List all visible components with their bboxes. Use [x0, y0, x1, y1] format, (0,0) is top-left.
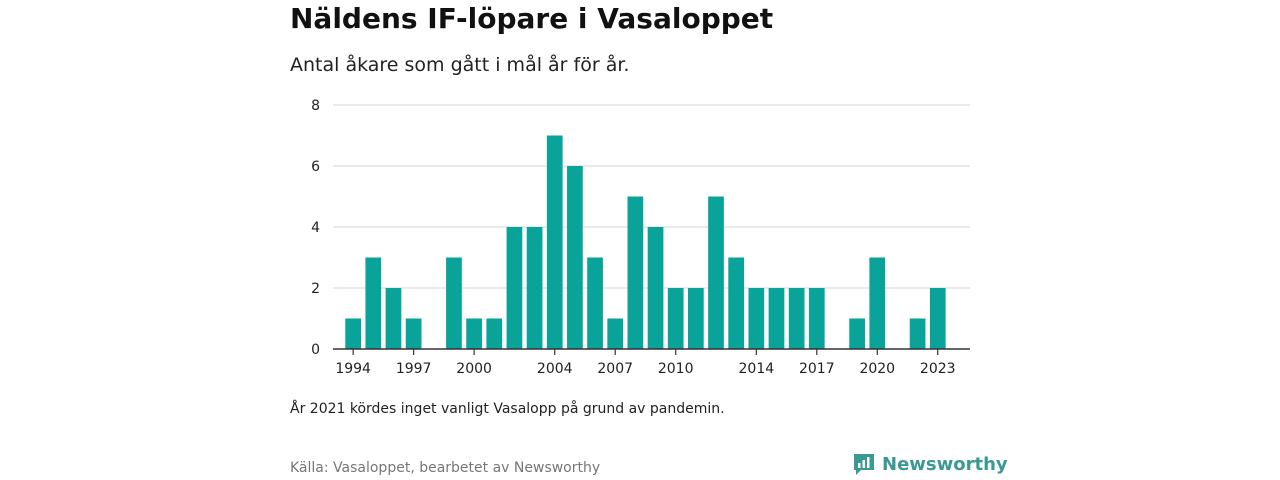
y-tick-label: 6: [311, 159, 320, 175]
x-tick-label: 1994: [335, 361, 371, 377]
bar-2005: [567, 166, 583, 349]
bar-2006: [587, 257, 603, 349]
bar-2010: [667, 288, 684, 349]
footnote: År 2021 kördes inget vanligt Vasalopp på…: [290, 401, 725, 417]
bar-2020: [869, 257, 886, 349]
axes: 0 2 4 6 8 1994 1997 2000 2004 2007 2010 2014 2017 202…: [311, 98, 970, 377]
chart-subtitle: Antal åkare som gått i mål år för år.: [290, 54, 630, 76]
x-tick-label: 2014: [739, 361, 775, 377]
bar-chart: 0 2 4 6 8 1994 1997 2000 2004 2007 2010 2014 2017 202…: [311, 98, 970, 377]
bar-2002: [506, 227, 523, 349]
bar-2016: [788, 288, 805, 349]
chart-title: Näldens IF-löpare i Vasaloppet: [290, 2, 774, 35]
y-tick-label: 4: [311, 220, 320, 236]
bar-2003: [526, 227, 543, 349]
bar-2009: [647, 227, 664, 349]
source-credit: Källa: Vasaloppet, bearbetet av Newswort…: [290, 460, 601, 476]
x-tick-label: 2010: [658, 361, 694, 377]
y-tick-label: 0: [311, 342, 320, 358]
bar-1994: [345, 318, 362, 349]
bar-2013: [728, 257, 745, 349]
newsworthy-logo-icon: [854, 454, 874, 475]
bar-2017: [808, 288, 825, 349]
x-tick-label: 2004: [537, 361, 573, 377]
brand-name: Newsworthy: [882, 453, 1008, 475]
bar-2008: [627, 196, 644, 349]
bar-2000: [466, 318, 482, 349]
bar-2014: [748, 288, 765, 349]
y-tick-label: 8: [311, 98, 320, 114]
bar-2001: [486, 318, 503, 349]
bar-1999: [446, 257, 462, 349]
bar-2011: [687, 288, 704, 349]
bar-2012: [708, 196, 724, 349]
x-tick-label: 2000: [456, 361, 492, 377]
bar-2023: [929, 288, 946, 349]
bars: [345, 135, 946, 349]
bar-2022: [909, 318, 926, 349]
x-tick-label: 2023: [920, 361, 956, 377]
bar-2004: [546, 135, 563, 349]
bar-1995: [365, 257, 382, 349]
x-tick-label: 2017: [799, 361, 835, 377]
bar-2007: [607, 318, 624, 349]
brand-logo[interactable]: Newsworthy: [852, 452, 1008, 476]
x-tick-label: 1997: [396, 361, 432, 377]
bar-1997: [405, 318, 422, 349]
bar-1996: [385, 288, 402, 349]
x-tick-label: 2020: [859, 361, 895, 377]
y-tick-label: 2: [311, 281, 320, 297]
bar-2019: [849, 318, 865, 349]
bar-2015: [768, 288, 785, 349]
x-tick-label: 2007: [597, 361, 633, 377]
